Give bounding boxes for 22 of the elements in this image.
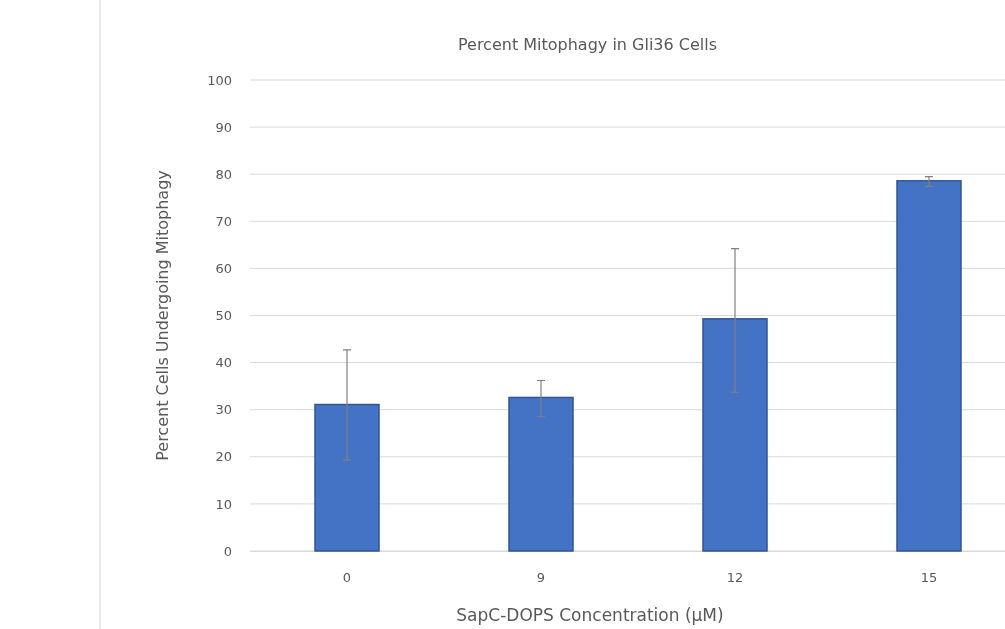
bar [314,403,380,552]
x-tick-label: 0 [342,570,352,586]
bar [702,318,768,552]
y-tick-label: 30 [215,402,232,418]
x-tick-label: 9 [536,570,546,586]
x-tick-label: 15 [920,570,938,586]
bar [508,396,574,552]
y-tick-label: 40 [215,355,232,371]
chart-title: Percent Mitophagy in Gli36 Cells [457,35,718,54]
y-tick-label: 100 [207,72,232,88]
x-tick-label: 12 [726,570,744,586]
x-axis-title: SapC-DOPS Concentration (µM) [456,605,724,625]
y-tick-label: 20 [215,449,232,465]
y-tick-label: 70 [215,213,232,229]
y-tick-label: 80 [215,166,232,182]
y-tick-label: 90 [215,119,232,135]
y-axis-title: Percent Cells Undergoing Mitophagy [153,170,172,461]
y-tick-label: 10 [215,496,232,512]
y-tick-label: 50 [215,308,232,324]
y-tick-label: 60 [215,261,232,277]
bar [896,180,962,552]
y-tick-label: 0 [223,543,232,559]
